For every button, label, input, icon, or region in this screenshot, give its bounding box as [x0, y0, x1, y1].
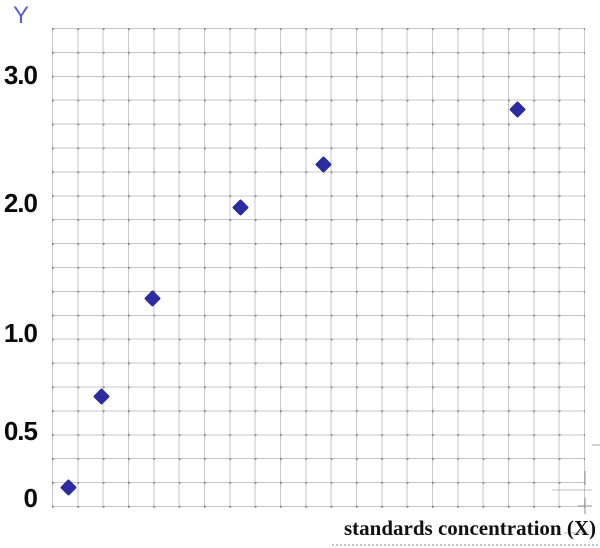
compression-artifact [592, 444, 600, 446]
x-axis-title: standards concentration (X) [344, 516, 596, 540]
compression-artifact [564, 532, 586, 534]
data-point-diamond [315, 156, 331, 172]
bottom-dotted-line [332, 544, 598, 546]
y-tick-label: 3.0 [3, 60, 38, 90]
y-axis-title: Y [13, 2, 30, 29]
y-tick-label: 2.0 [3, 188, 38, 218]
y-tick-label: 0 [23, 483, 38, 513]
data-point-diamond [232, 199, 248, 215]
data-point-diamond [60, 479, 76, 495]
plot-area-grid [52, 28, 600, 534]
data-point-diamond [509, 101, 525, 117]
compression-artifact [552, 489, 592, 491]
data-point-diamond [144, 290, 160, 306]
data-point-diamond [93, 388, 109, 404]
y-tick-label: 0.5 [3, 416, 38, 446]
compression-artifact [584, 498, 586, 514]
compression-artifact [584, 471, 586, 485]
y-axis-tick-labels: 3.0 2.0 1.0 0.5 0 [0, 0, 38, 548]
y-tick-label: 1.0 [3, 318, 38, 348]
